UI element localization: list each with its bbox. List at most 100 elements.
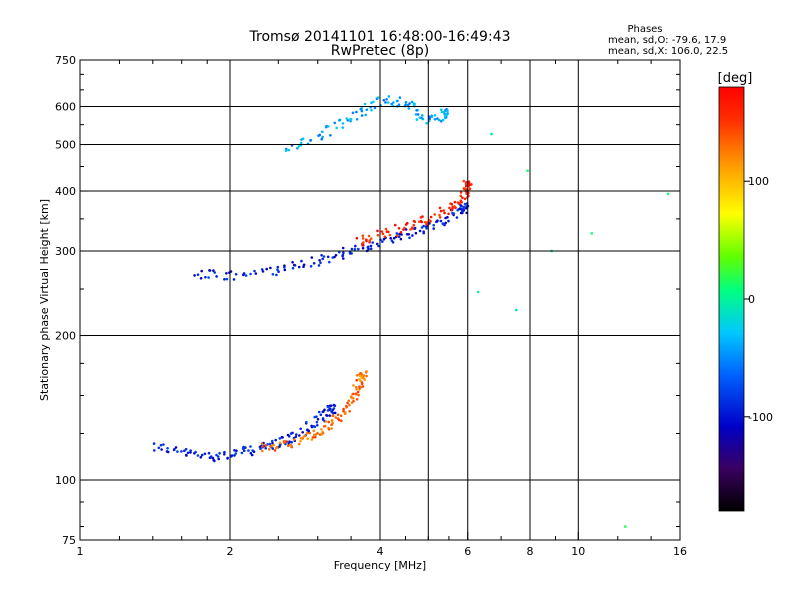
echo-point [383,235,387,239]
echo-point [291,266,295,270]
echo-point [429,215,433,219]
stats-o-mode: mean, sd,O: -79.6, 17.9 [608,35,726,46]
echo-point [403,226,406,230]
echo-point [261,445,264,448]
echo-point [345,404,348,408]
echo-point [252,450,256,454]
echo-point [272,443,276,447]
echo-point [333,121,337,125]
echo-point [269,266,272,270]
echo-point [408,236,411,240]
echo-point [369,247,373,251]
echo-point [392,101,395,104]
echo-point [361,237,365,240]
x-tick-label: 2 [227,545,234,558]
echo-point [299,439,302,443]
echo-point [314,435,317,439]
echo-point [334,416,338,419]
echo-point [321,135,324,139]
echo-point [301,431,305,434]
echo-point [153,449,156,452]
echo-point [376,229,379,233]
echo-point [290,444,293,448]
echo-point [462,179,466,183]
echo-point [194,450,197,454]
echo-point [316,431,319,435]
echo-point [444,109,447,113]
echo-point [323,424,327,428]
echo-point [271,447,275,450]
x-tick-label: 6 [464,545,471,558]
echo-point [395,232,399,235]
echo-point [326,409,330,412]
echo-point [310,438,314,441]
echo-point [301,437,304,440]
echo-point [293,264,297,267]
echo-point [189,451,192,454]
echo-point [413,227,417,231]
echo-point [327,420,331,424]
echo-point [396,99,399,103]
grid-lines [80,60,680,540]
echo-point [365,370,368,373]
echo-point [440,119,443,123]
echo-point [283,268,287,272]
echo-point [376,233,380,237]
echo-point [253,269,256,273]
echo-point [295,433,298,436]
echo-point [442,209,446,212]
echo-point [249,272,252,276]
echo-point [200,453,204,457]
echo-point [361,385,365,388]
echo-point [416,113,420,116]
echo-point [321,130,324,134]
chart-subtitle: RwPretec (8p) [331,43,429,59]
echo-point [324,420,328,423]
echo-point [373,106,377,110]
echo-point [394,223,397,227]
echo-point [381,240,384,243]
echo-point [305,431,309,435]
echo-point [462,207,465,210]
echo-point [399,231,403,234]
echo-point [490,132,493,136]
echo-point [271,273,275,276]
echo-point [308,431,312,435]
echo-point [456,208,460,212]
echo-point [428,117,432,120]
echo-point [184,447,188,451]
echo-point [355,378,359,382]
echo-point [268,442,272,446]
echo-point [444,221,448,225]
echo-point [297,265,301,269]
echo-point [335,126,339,130]
stats-x-mode: mean, sd,X: 106.0, 22.5 [608,46,728,57]
echo-point [365,108,369,111]
echo-point [438,216,442,219]
echo-point [284,440,288,443]
echo-point [371,241,375,244]
echo-point [440,108,443,111]
echo-point [267,448,271,451]
echo-point [326,405,330,409]
echo-point [208,269,211,272]
echo-point [307,429,311,433]
echo-point [172,448,176,452]
echo-point [453,200,457,204]
echo-point [160,448,163,451]
echo-point [397,103,401,106]
echo-point [269,445,272,448]
echo-point [391,241,395,244]
echo-point [367,234,371,238]
echo-point [459,191,463,194]
echo-point [414,231,418,235]
echo-point [165,450,169,453]
echo-point [223,278,226,281]
colorbar [718,86,745,512]
echo-point [216,455,220,458]
x-tick-label: 10 [571,545,585,558]
echo-point [447,212,450,216]
echo-point [457,202,461,205]
echo-point [330,427,334,430]
echo-point [344,411,347,414]
